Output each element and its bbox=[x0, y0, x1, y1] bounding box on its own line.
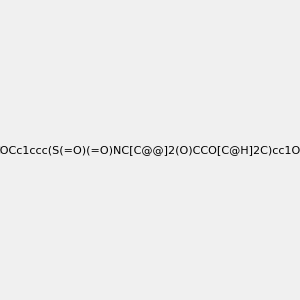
Text: COCc1ccc(S(=O)(=O)NC[C@@]2(O)CCO[C@H]2C)cc1OC: COCc1ccc(S(=O)(=O)NC[C@@]2(O)CCO[C@H]2C)… bbox=[0, 145, 300, 155]
